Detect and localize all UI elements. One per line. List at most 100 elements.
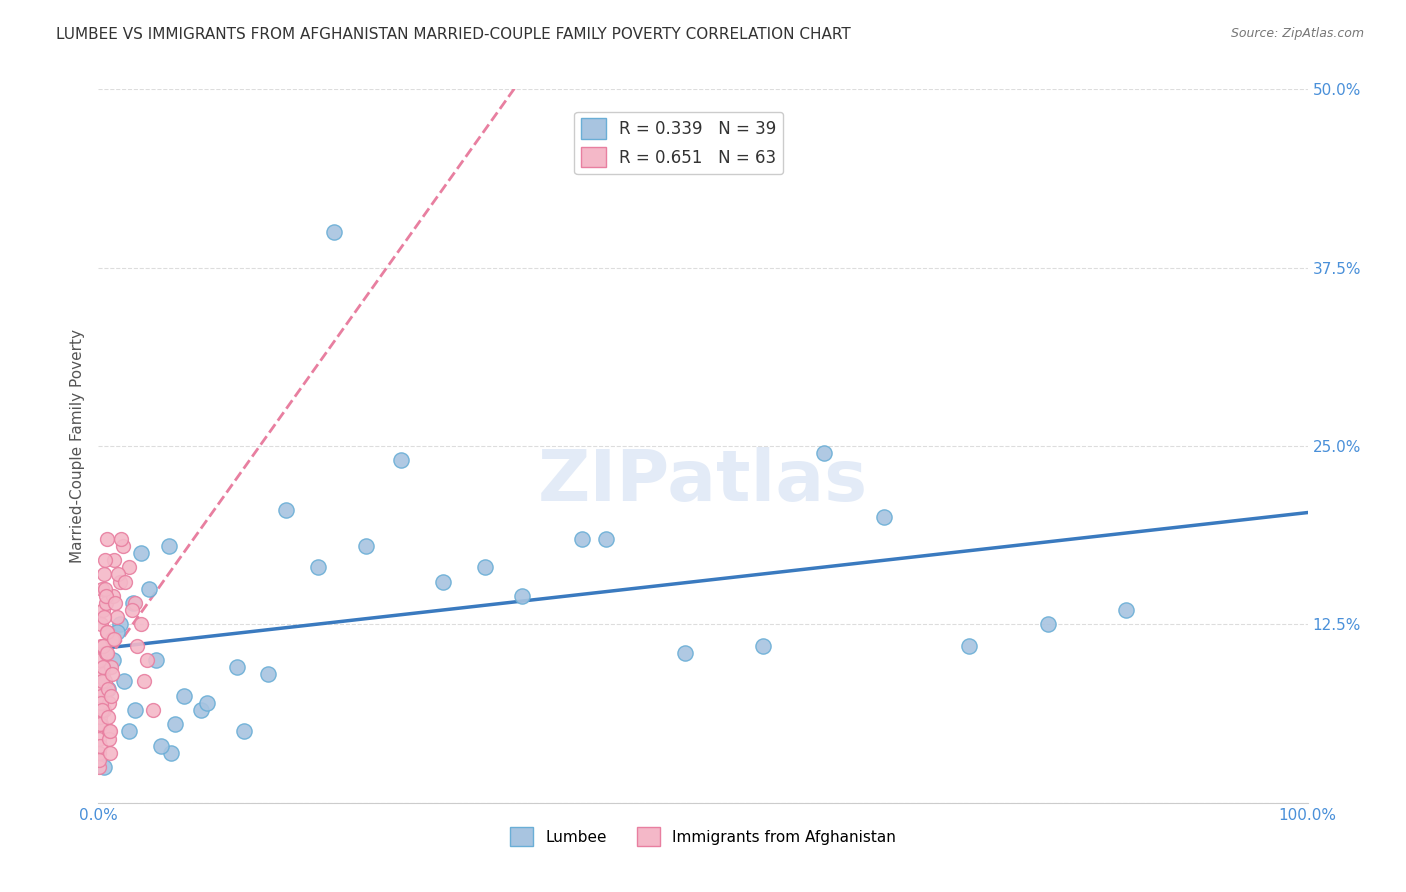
Point bbox=[1036, 617, 1059, 632]
Point bbox=[100, 689, 122, 703]
Point bbox=[96, 624, 118, 639]
Point bbox=[173, 689, 195, 703]
Y-axis label: Married-Couple Family Poverty: Married-Couple Family Poverty bbox=[69, 329, 84, 563]
Point bbox=[121, 603, 143, 617]
Point bbox=[94, 553, 117, 567]
Point bbox=[96, 646, 118, 660]
Point bbox=[308, 560, 330, 574]
Point bbox=[103, 632, 125, 646]
Point bbox=[91, 667, 114, 681]
Point bbox=[94, 596, 117, 610]
Point bbox=[673, 646, 696, 660]
Point bbox=[163, 717, 186, 731]
Point bbox=[124, 703, 146, 717]
Point bbox=[90, 674, 112, 689]
Point bbox=[90, 617, 112, 632]
Point bbox=[571, 532, 593, 546]
Point bbox=[98, 746, 121, 760]
Point bbox=[89, 717, 111, 731]
Legend: Lumbee, Immigrants from Afghanistan: Lumbee, Immigrants from Afghanistan bbox=[503, 822, 903, 852]
Point bbox=[510, 589, 533, 603]
Point bbox=[145, 653, 167, 667]
Point bbox=[595, 532, 617, 546]
Point bbox=[107, 567, 129, 582]
Point bbox=[93, 703, 115, 717]
Point bbox=[124, 596, 146, 610]
Text: LUMBEE VS IMMIGRANTS FROM AFGHANISTAN MARRIED-COUPLE FAMILY POVERTY CORRELATION : LUMBEE VS IMMIGRANTS FROM AFGHANISTAN MA… bbox=[56, 27, 851, 42]
Point bbox=[138, 582, 160, 596]
Point bbox=[94, 589, 117, 603]
Point bbox=[90, 689, 112, 703]
Point bbox=[1115, 603, 1137, 617]
Text: Source: ZipAtlas.com: Source: ZipAtlas.com bbox=[1230, 27, 1364, 40]
Point bbox=[105, 610, 128, 624]
Point bbox=[91, 582, 114, 596]
Point bbox=[122, 596, 145, 610]
Point bbox=[118, 724, 141, 739]
Point bbox=[112, 674, 135, 689]
Point bbox=[323, 225, 346, 239]
Point bbox=[129, 617, 152, 632]
Point bbox=[91, 603, 114, 617]
Point bbox=[474, 560, 496, 574]
Point bbox=[93, 610, 115, 624]
Point bbox=[90, 717, 112, 731]
Point bbox=[134, 674, 156, 689]
Point bbox=[354, 539, 377, 553]
Point bbox=[90, 639, 112, 653]
Point bbox=[142, 703, 165, 717]
Point bbox=[89, 710, 111, 724]
Point bbox=[89, 731, 111, 746]
Point bbox=[157, 539, 180, 553]
Point bbox=[100, 660, 122, 674]
Point bbox=[190, 703, 212, 717]
Point bbox=[97, 681, 120, 696]
Point bbox=[101, 589, 124, 603]
Point bbox=[98, 724, 121, 739]
Point bbox=[256, 667, 278, 681]
Point bbox=[91, 703, 114, 717]
Point bbox=[93, 582, 115, 596]
Point bbox=[87, 746, 110, 760]
Point bbox=[150, 739, 173, 753]
Point bbox=[97, 724, 120, 739]
Point bbox=[87, 760, 110, 774]
Point bbox=[93, 639, 115, 653]
Point bbox=[752, 639, 775, 653]
Point bbox=[96, 624, 118, 639]
Point bbox=[110, 532, 132, 546]
Point bbox=[957, 639, 980, 653]
Point bbox=[813, 446, 835, 460]
Point bbox=[118, 560, 141, 574]
Point bbox=[127, 639, 149, 653]
Point bbox=[98, 731, 121, 746]
Point bbox=[93, 567, 115, 582]
Point bbox=[89, 739, 111, 753]
Point bbox=[111, 539, 134, 553]
Point bbox=[114, 574, 136, 589]
Point bbox=[93, 760, 115, 774]
Point bbox=[101, 667, 124, 681]
Point bbox=[389, 453, 412, 467]
Point bbox=[160, 746, 183, 760]
Point bbox=[89, 681, 111, 696]
Point bbox=[103, 553, 125, 567]
Point bbox=[90, 696, 112, 710]
Point bbox=[432, 574, 454, 589]
Point bbox=[135, 653, 157, 667]
Point bbox=[195, 696, 218, 710]
Point bbox=[91, 660, 114, 674]
Point bbox=[274, 503, 297, 517]
Point bbox=[94, 674, 117, 689]
Point bbox=[97, 681, 120, 696]
Point bbox=[232, 724, 254, 739]
Point bbox=[873, 510, 896, 524]
Point bbox=[105, 624, 128, 639]
Point bbox=[108, 574, 131, 589]
Point bbox=[108, 617, 131, 632]
Point bbox=[96, 646, 118, 660]
Point bbox=[129, 546, 152, 560]
Point bbox=[100, 632, 122, 646]
Point bbox=[98, 696, 121, 710]
Point bbox=[89, 753, 111, 767]
